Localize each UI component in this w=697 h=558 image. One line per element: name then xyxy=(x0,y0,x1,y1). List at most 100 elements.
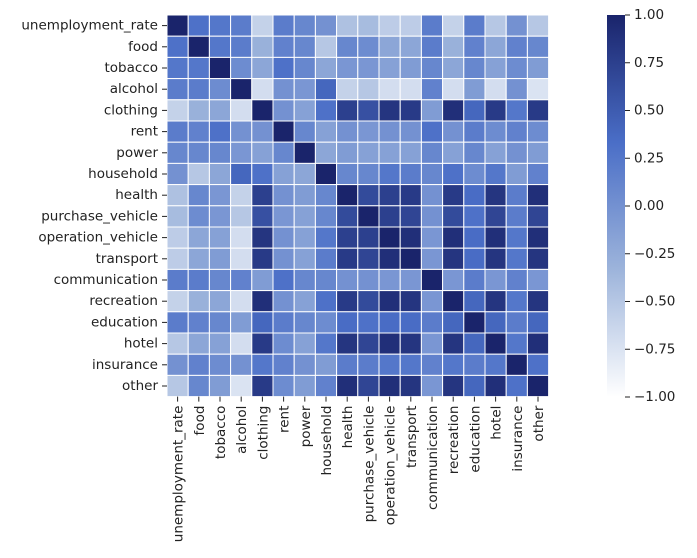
heatmap-cell-education-food xyxy=(187,311,210,334)
heatmap-cell-clothing-health xyxy=(336,99,359,122)
heatmap-cell-education-recreation xyxy=(442,311,465,334)
heatmap-cell-tobacco-alcohol xyxy=(230,56,253,80)
x-tick-label-recreation: recreation xyxy=(446,406,462,475)
heatmap-cell-hotel-hotel xyxy=(484,332,507,355)
y-tick-label-communication: communication xyxy=(54,272,158,288)
y-tick-label-hotel: hotel xyxy=(124,336,158,352)
heatmap-cell-education-household xyxy=(314,311,338,334)
heatmap-cell-tobacco-operation_vehicle xyxy=(378,56,401,80)
heatmap-cell-clothing-other xyxy=(526,99,550,122)
heatmap-cell-unemployment_rate-power xyxy=(293,14,316,37)
y-tick-label-household: household xyxy=(88,166,158,182)
heatmap-cell-operation_vehicle-tobacco xyxy=(208,226,232,249)
heatmap-cell-rent-education xyxy=(463,120,486,143)
heatmap-cell-clothing-communication xyxy=(420,99,444,122)
heatmap-cell-recreation-alcohol xyxy=(230,290,253,313)
heatmap-cell-power-purchase_vehicle xyxy=(357,141,380,164)
y-tick-label-power: power xyxy=(116,145,158,161)
heatmap-cell-tobacco-tobacco xyxy=(208,56,232,80)
heatmap-cell-food-recreation xyxy=(442,35,465,58)
y-tick-label-food: food xyxy=(128,39,158,55)
heatmap-cell-recreation-operation_vehicle xyxy=(378,290,401,313)
heatmap-cell-rent-tobacco xyxy=(208,120,232,143)
heatmap-cell-transport-education xyxy=(463,247,486,270)
heatmap-cell-rent-hotel xyxy=(484,120,507,143)
heatmap-cell-alcohol-clothing xyxy=(251,78,274,101)
heatmap-cell-transport-tobacco xyxy=(208,247,232,270)
x-tick-label-clothing: clothing xyxy=(255,406,271,460)
heatmap-cell-household-alcohol xyxy=(230,162,253,186)
heatmap-cell-power-communication xyxy=(420,141,444,164)
heatmap-cell-tobacco-education xyxy=(463,56,486,80)
heatmap-cell-household-power xyxy=(293,162,316,186)
heatmap-cell-food-transport xyxy=(399,35,422,58)
heatmap-cell-communication-operation_vehicle xyxy=(378,268,401,292)
heatmap-cell-rent-transport xyxy=(399,120,422,143)
y-tick-label-other: other xyxy=(122,378,158,394)
heatmap-cell-clothing-rent xyxy=(272,99,295,122)
heatmap-cell-education-communication xyxy=(420,311,444,334)
heatmap-cell-alcohol-recreation xyxy=(442,78,465,101)
heatmap-cell-transport-power xyxy=(293,247,316,270)
heatmap-cell-recreation-hotel xyxy=(484,290,507,313)
y-tick-label-education: education xyxy=(91,314,158,330)
heatmap-cell-alcohol-alcohol xyxy=(230,78,253,101)
heatmap-cell-rent-household xyxy=(314,120,338,143)
heatmap-cell-health-communication xyxy=(420,184,444,207)
heatmap-cell-health-education xyxy=(463,184,486,207)
heatmap-cell-power-tobacco xyxy=(208,141,232,164)
heatmap-cell-purchase_vehicle-hotel xyxy=(484,205,507,228)
heatmap-cell-alcohol-health xyxy=(336,78,359,101)
heatmap-cell-operation_vehicle-transport xyxy=(399,226,422,249)
heatmap-cell-transport-food xyxy=(187,247,210,270)
heatmap-cell-transport-health xyxy=(336,247,359,270)
heatmap-cell-tobacco-other xyxy=(526,56,550,80)
x-tick-label-household: household xyxy=(319,406,335,476)
heatmap-cell-transport-household xyxy=(314,247,338,270)
heatmap-cell-clothing-transport xyxy=(399,99,422,122)
heatmap-cell-power-food xyxy=(187,141,210,164)
heatmap-cell-household-education xyxy=(463,162,486,186)
heatmap-cell-health-insurance xyxy=(505,184,528,207)
heatmap-cell-education-alcohol xyxy=(230,311,253,334)
x-tick-label-education: education xyxy=(467,406,483,473)
heatmap-cell-communication-tobacco xyxy=(208,268,232,292)
heatmap-cell-food-hotel xyxy=(484,35,507,58)
heatmap-cell-hotel-clothing xyxy=(251,332,274,355)
heatmap-cell-hotel-power xyxy=(293,332,316,355)
heatmap-cell-rent-purchase_vehicle xyxy=(357,120,380,143)
heatmap-cell-clothing-tobacco xyxy=(208,99,232,122)
heatmap-cell-rent-recreation xyxy=(442,120,465,143)
heatmap-cell-operation_vehicle-household xyxy=(314,226,338,249)
heatmap-cell-alcohol-insurance xyxy=(505,78,528,101)
heatmap-cell-other-household xyxy=(314,374,338,398)
heatmap-cell-education-rent xyxy=(272,311,295,334)
heatmap-cell-communication-health xyxy=(336,268,359,292)
heatmap-cell-other-food xyxy=(187,374,210,398)
heatmap-cell-purchase_vehicle-health xyxy=(336,205,359,228)
heatmap-cell-other-rent xyxy=(272,374,295,398)
heatmap-cell-rent-clothing xyxy=(251,120,274,143)
heatmap-cell-food-tobacco xyxy=(208,35,232,58)
heatmap-cell-insurance-household xyxy=(314,353,338,376)
heatmap-cell-communication-other xyxy=(526,268,550,292)
heatmap-cell-clothing-education xyxy=(463,99,486,122)
heatmap-cell-tobacco-unemployment_rate xyxy=(166,56,189,80)
heatmap-cell-unemployment_rate-recreation xyxy=(442,14,465,37)
heatmap-cell-household-purchase_vehicle xyxy=(357,162,380,186)
heatmap-cell-operation_vehicle-rent xyxy=(272,226,295,249)
colorbar-tick-label: 0.50 xyxy=(634,103,664,119)
heatmap-cell-power-alcohol xyxy=(230,141,253,164)
heatmap-cell-other-communication xyxy=(420,374,444,398)
heatmap-cell-education-transport xyxy=(399,311,422,334)
heatmap-cell-alcohol-tobacco xyxy=(208,78,232,101)
heatmap-cell-other-insurance xyxy=(505,374,528,398)
heatmap-cell-communication-power xyxy=(293,268,316,292)
heatmap-cell-hotel-health xyxy=(336,332,359,355)
colorbar-tick-label: 0.75 xyxy=(634,55,664,71)
heatmap-cell-rent-alcohol xyxy=(230,120,253,143)
y-tick-label-insurance: insurance xyxy=(92,357,158,373)
y-tick-label-purchase_vehicle: purchase_vehicle xyxy=(41,208,158,224)
heatmap-cell-power-household xyxy=(314,141,338,164)
